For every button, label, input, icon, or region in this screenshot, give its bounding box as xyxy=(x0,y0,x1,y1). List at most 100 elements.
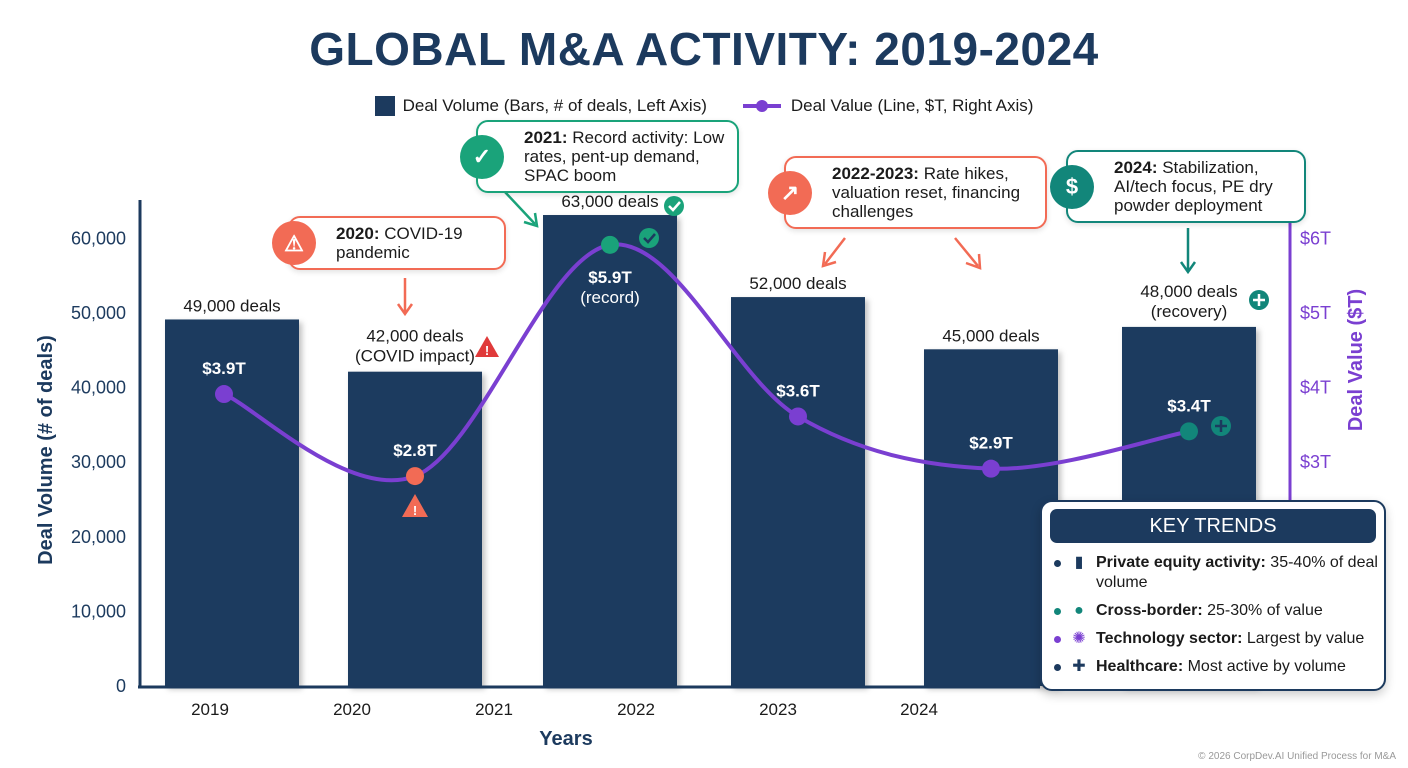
annotation-text: COVID-19 pandemic xyxy=(336,224,463,262)
trend-item: ● Cross-border: 25-30% of value xyxy=(1054,601,1378,621)
x-axis-title: Years xyxy=(539,728,592,750)
annotation-text: Rate hikes, valuation reset, financing c… xyxy=(832,164,1021,221)
arrow-2024 xyxy=(1179,228,1197,275)
annotation-bold: 2020: xyxy=(336,224,380,243)
annotation-bold: 2021: xyxy=(524,128,568,147)
annotation-text: Stabilization, AI/tech focus, PE dry pow… xyxy=(1114,158,1273,215)
trend-bold: Private equity activity: xyxy=(1096,554,1266,571)
chart-up-icon: ↗ xyxy=(768,170,812,215)
trend-text: Healthcare: Most active by volume xyxy=(1096,657,1346,677)
bullet xyxy=(1054,636,1061,643)
bar-label: 52,000 deals xyxy=(749,274,846,293)
plus-icon xyxy=(1211,416,1231,436)
y-tick-label: 60,000 xyxy=(71,228,126,248)
bar-people-icon: ▮ xyxy=(1074,554,1084,571)
legend-label: Deal Value (Line, $T, Right Axis) xyxy=(790,96,1034,115)
bar-label: 49,000 deals xyxy=(183,296,280,315)
trend-text: Technology sector: Largest by value xyxy=(1096,629,1364,649)
bar-2020 xyxy=(348,371,482,686)
arrow-2021 xyxy=(504,191,539,228)
annotation-bold: 2024: xyxy=(1114,158,1158,177)
y-axis-title: Deal Volume (# of deals) xyxy=(35,335,57,565)
value-point-2019 xyxy=(215,385,233,404)
money-hand-icon: $ xyxy=(1050,164,1094,209)
x-tick-label: 2020 xyxy=(333,700,371,719)
trend-text: Private equity activity: 35-40% of deal … xyxy=(1096,553,1378,593)
y2-tick-label: $5T xyxy=(1300,303,1331,323)
annotation-2024: $ 2024: Stabilization, AI/tech focus, PE… xyxy=(1050,150,1306,223)
value-label: $2.8T xyxy=(393,441,437,460)
value-point-2021 xyxy=(601,235,619,254)
bar-2023 xyxy=(924,349,1058,686)
value-point-2020 xyxy=(406,467,424,486)
y-tick-label: 40,000 xyxy=(71,378,126,398)
svg-text:!: ! xyxy=(413,503,417,518)
bar-label: 63,000 deals xyxy=(561,192,658,211)
x-tick-label: 2023 xyxy=(759,700,797,719)
bar-label: 45,000 deals xyxy=(942,326,1039,345)
y-tick-label: 50,000 xyxy=(71,303,126,323)
y-tick-label: 30,000 xyxy=(71,452,126,472)
annotation-bold: 2022-2023: xyxy=(832,164,919,183)
legend: Deal Volume (Bars, # of deals, Left Axis… xyxy=(0,96,1408,116)
warning-icon: ⚠ xyxy=(272,221,316,265)
trend-item: ✺ Technology sector: Largest by value xyxy=(1054,629,1378,649)
svg-text:!: ! xyxy=(485,343,489,358)
y2-tick-label: $3T xyxy=(1300,452,1331,472)
y-tick-label: 0 xyxy=(116,676,126,696)
annotation-2020: ⚠ 2020: COVID-19 pandemic xyxy=(272,216,506,270)
x-tick-label: 2022 xyxy=(617,700,655,719)
value-label: $3.6T xyxy=(776,381,820,400)
bar-2019 xyxy=(165,319,299,686)
bullet xyxy=(1054,608,1061,615)
y2-axis-title: Deal Value ($T) xyxy=(1345,289,1367,431)
chart-title: GLOBAL M&A ACTIVITY: 2019-2024 xyxy=(309,23,1099,75)
bullet xyxy=(1054,664,1061,671)
trend-bold: Cross-border: xyxy=(1096,602,1203,619)
arrow-2022-2023 xyxy=(821,237,982,270)
x-tick-label: 2024 xyxy=(900,700,938,719)
trend-item: ▮ Private equity activity: 35-40% of deal… xyxy=(1054,553,1378,593)
y2-tick-label: $4T xyxy=(1300,378,1331,398)
value-label: $3.9T xyxy=(202,359,246,378)
annotation-2022-2023: ↗ 2022-2023: Rate hikes, valuation reset… xyxy=(768,156,1047,229)
annotation-text: Record activity: Low rates, pent-up dema… xyxy=(524,128,725,185)
trend-desc: 35-40% of deal volume xyxy=(1096,554,1378,591)
y-tick-label: 20,000 xyxy=(71,527,126,547)
line-swatch xyxy=(742,100,781,112)
trend-desc: 25-30% of value xyxy=(1202,602,1323,619)
legend-item-value: Deal Value (Line, $T, Right Axis) xyxy=(741,96,1034,116)
value-label: $3.4T xyxy=(1167,396,1211,415)
trend-bold: Technology sector: xyxy=(1096,630,1243,647)
value-label: $5.9T xyxy=(588,268,632,287)
bar-label-note: (recovery) xyxy=(1151,302,1228,321)
legend-item-volume: Deal Volume (Bars, # of deals, Left Axis… xyxy=(374,96,707,116)
bar-label-note: (COVID impact) xyxy=(355,347,475,366)
value-point-2024 xyxy=(1180,422,1198,441)
y2-tick-label: $6T xyxy=(1300,228,1331,248)
key-trends-title: KEY TRENDS xyxy=(1050,509,1376,543)
x-tick-label: 2021 xyxy=(475,700,513,719)
key-trends-panel: KEY TRENDS ▮ Private equity activity: 35-… xyxy=(1040,500,1386,691)
bar-2021 xyxy=(543,215,677,686)
value-point-2022 xyxy=(789,407,807,426)
bar-swatch xyxy=(374,96,395,116)
plus-icon xyxy=(1249,290,1269,310)
legend-label: Deal Volume (Bars, # of deals, Left Axis… xyxy=(402,96,707,115)
footer: © 2026 CorpDev.AI Unified Process for M&… xyxy=(1198,751,1396,762)
trend-desc: Most active by volume xyxy=(1183,658,1346,675)
trend-desc: Largest by value xyxy=(1242,630,1365,647)
warning-icon: ! xyxy=(475,336,499,358)
bar-label: 48,000 deals xyxy=(1140,282,1237,301)
check-circle-icon: ✓ xyxy=(460,134,504,179)
warning-icon: ! xyxy=(402,494,428,518)
arrow-2020 xyxy=(396,278,414,317)
network-icon: ✺ xyxy=(1072,630,1086,647)
trend-text: Cross-border: 25-30% of value xyxy=(1096,601,1323,621)
trend-bold: Healthcare: xyxy=(1096,658,1184,675)
check-icon xyxy=(664,196,684,216)
value-point-2023 xyxy=(982,459,1000,478)
annotation-2021: ✓ 2021: Record activity: Low rates, pent… xyxy=(460,120,739,193)
y-tick-label: 10,000 xyxy=(71,601,126,621)
